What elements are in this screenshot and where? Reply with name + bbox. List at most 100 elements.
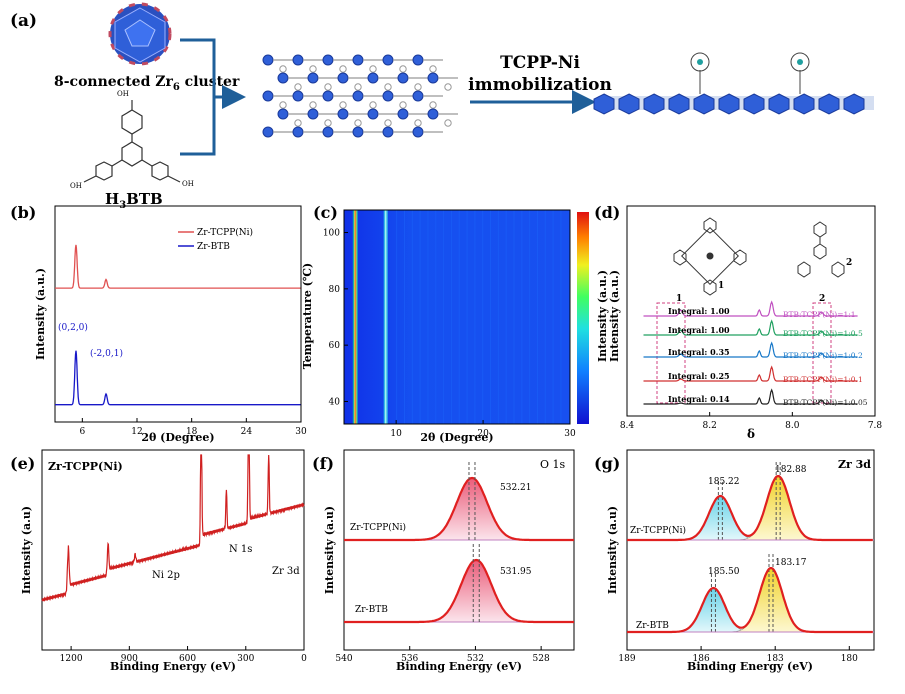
faint-line — [552, 210, 554, 424]
linker-label: H3BTB — [105, 190, 163, 211]
zr-node — [352, 90, 364, 102]
linker-ring — [384, 119, 392, 127]
zr-node — [307, 72, 319, 84]
linker-ring — [414, 83, 422, 91]
x-tick-label: 540 — [335, 654, 352, 664]
bright-line — [354, 210, 356, 424]
x-tick-label: 900 — [121, 654, 138, 664]
faint-line — [505, 210, 507, 424]
zr-node — [262, 126, 274, 138]
linker-ring — [354, 83, 362, 91]
x-tick-label: 532 — [467, 654, 484, 664]
zr-node — [397, 108, 409, 120]
nmr-spectra: Integral: 1.00 BTB:TCPP(Ni)=1:1 Integral: … — [643, 300, 868, 407]
integral-label: Integral: 1.00 — [668, 306, 730, 316]
region-box-2 — [812, 302, 832, 404]
panel-c-label: (c) — [313, 203, 338, 222]
colorbar-label: Intensity (a.u.) — [596, 270, 609, 362]
linker-ring — [279, 101, 287, 109]
g-peaks — [627, 462, 874, 634]
panel-d: (d) 1 2 1 2 Integral: 1.00 BTB:TCPP(Ni)=1… — [594, 203, 882, 441]
b-ylabel: Intensity (a.u.) — [34, 268, 47, 360]
x-tick-label: 18 — [186, 427, 198, 437]
faint-line — [403, 210, 405, 424]
mof-network-illustration — [262, 54, 458, 138]
sheet-node — [618, 93, 640, 115]
cooh-label-right: OH — [182, 180, 194, 188]
faint-line — [466, 210, 468, 424]
g-peak-label-3: 185.50 — [708, 567, 740, 577]
zr-node — [382, 126, 394, 138]
zr-node — [367, 72, 379, 84]
zr-node — [307, 108, 319, 120]
faint-line — [536, 210, 538, 424]
sheet-node — [768, 93, 790, 115]
marker-2-molecule: 2 — [846, 258, 852, 268]
zr-node — [292, 126, 304, 138]
linker-ring — [399, 101, 407, 109]
linker-ring — [354, 119, 362, 127]
x-tick-label: 30 — [564, 429, 576, 439]
linker-ring — [279, 65, 287, 73]
zr-node — [292, 54, 304, 66]
linker-ring — [369, 65, 377, 73]
plot-frame-f — [343, 449, 575, 651]
panel-f-label: (f) — [312, 454, 334, 473]
panel-e: (e) Zr-TCPP(Ni) Ni 2p N 1s Zr 3d 1200 900… — [10, 449, 307, 673]
ratio-label: BTB:TCPP(Ni)=1:0.5 — [783, 329, 863, 338]
e-x-ticks: 1200 900 600 300 0 — [60, 646, 307, 664]
c-ylabel: Temperature (℃) — [301, 263, 314, 369]
faint-line — [458, 210, 460, 424]
x-tick-label: 189 — [618, 654, 635, 664]
sheet-node — [843, 93, 865, 115]
faint-line — [521, 210, 523, 424]
g-peak-label-4: 183.17 — [775, 558, 807, 568]
faint-line — [482, 210, 484, 424]
ni-center — [697, 59, 703, 65]
x-tick-label: 24 — [241, 427, 253, 437]
zr-node — [262, 54, 274, 66]
zr-node — [427, 108, 439, 120]
zr-node — [337, 72, 349, 84]
x-tick-label: 30 — [295, 427, 307, 437]
zr-node — [427, 72, 439, 84]
g-ylabel: Intensity (a.u) — [606, 506, 619, 594]
linker-ring — [294, 119, 302, 127]
zr-node — [382, 90, 394, 102]
linker-ring — [324, 83, 332, 91]
panel-a-label: (a) — [10, 11, 37, 31]
integral-label: Integral: 0.25 — [668, 371, 730, 381]
x-tick-label: 183 — [767, 654, 784, 664]
x-tick-label: 0 — [301, 654, 307, 664]
x-tick-label: 20 — [477, 429, 489, 439]
linker-ring — [309, 65, 317, 73]
linker-ring — [444, 83, 452, 91]
annotation-ni2p: Ni 2p — [152, 570, 180, 581]
e-title: Zr-TCPP(Ni) — [48, 460, 123, 473]
b-x-ticks: 6 12 18 24 30 — [79, 418, 307, 437]
fit-envelope — [344, 558, 574, 624]
legend-btb: Zr-BTB — [197, 242, 230, 252]
sheet-node — [593, 93, 615, 115]
zr-node — [352, 126, 364, 138]
d-ylabel: Intensity (a.u.) — [608, 270, 621, 362]
heatmap-area — [344, 210, 570, 424]
cooh-label-left: OH — [70, 182, 82, 190]
btb-molecule-illustration — [797, 221, 845, 278]
sheet-node — [793, 93, 815, 115]
sheet-node — [718, 93, 740, 115]
x-tick-label: 1200 — [60, 654, 83, 664]
g-series-tcpp-label: Zr-TCPP(Ni) — [630, 525, 686, 536]
x-tick-label: 10 — [390, 429, 402, 439]
process-label-line1: TCPP-Ni — [500, 53, 580, 73]
x-tick-label: 12 — [131, 427, 142, 437]
sheet-node — [643, 93, 665, 115]
cooh-label-top: OH — [117, 90, 129, 98]
marker-2-box: 2 — [819, 294, 825, 304]
faint-line — [497, 210, 499, 424]
f-peaks — [344, 462, 574, 624]
process-label-line2: immobilization — [468, 75, 612, 95]
y-tick-label: 40 — [329, 397, 341, 407]
zr6-cluster-illustration — [108, 2, 172, 66]
plot-frame-e — [41, 449, 305, 651]
